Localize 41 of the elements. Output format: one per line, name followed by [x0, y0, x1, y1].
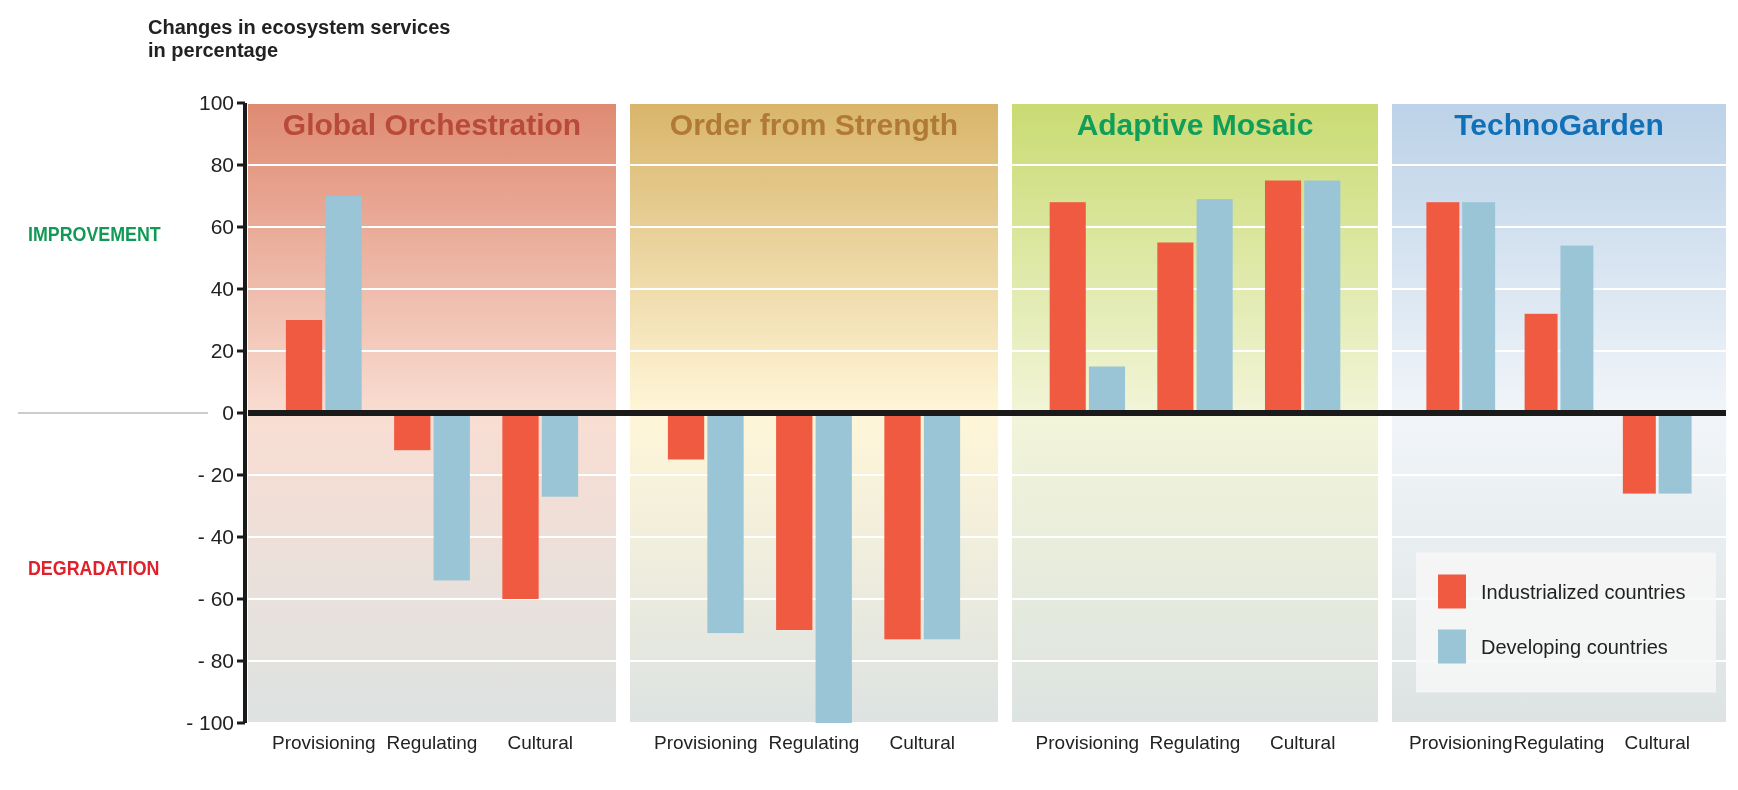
bar	[1622, 413, 1656, 494]
bar	[1462, 202, 1496, 413]
bar	[502, 413, 539, 599]
y-tick-label: 0	[222, 401, 234, 425]
bar	[394, 413, 431, 451]
y-tick-label: - 80	[197, 649, 234, 673]
y-tick-label: - 100	[186, 711, 234, 735]
bar	[1426, 202, 1460, 413]
text: DEGRADATION	[28, 555, 160, 580]
y-tick-label: 100	[198, 91, 234, 115]
bar	[1196, 199, 1233, 413]
bar	[433, 413, 470, 581]
bar	[325, 196, 362, 413]
bar	[285, 320, 323, 413]
y-tick-label: - 40	[197, 525, 234, 549]
y-tick-label: 60	[210, 215, 234, 239]
bar	[1304, 180, 1341, 413]
bar	[1088, 366, 1126, 413]
bar	[1157, 242, 1194, 413]
x-tick-label: Provisioning	[272, 732, 376, 753]
bar	[1560, 245, 1594, 413]
bar	[541, 413, 579, 497]
chart-title: Adaptive Mosaic	[1076, 108, 1314, 141]
x-tick-label: Cultural	[507, 732, 573, 753]
y-tick-label: 40	[210, 277, 234, 301]
bar	[1264, 180, 1302, 413]
chart-title: Order from Strength	[669, 108, 959, 141]
bar	[1658, 413, 1692, 494]
y-tick-label: 80	[210, 153, 234, 177]
x-tick-label: Regulating	[386, 732, 478, 753]
y-tick-label: - 60	[197, 587, 234, 611]
chart-title: TechnoGarden	[1454, 108, 1664, 141]
legend-label: Developing countries	[1481, 635, 1668, 658]
y-tick-label: 20	[210, 339, 234, 363]
y-tick-label: - 20	[197, 463, 234, 487]
chart-title: Global Orchestration	[282, 108, 582, 141]
text: IMPROVEMENT	[28, 221, 161, 245]
legend-label: Industrialized countries	[1481, 580, 1686, 603]
bar	[1049, 202, 1086, 413]
bar	[1524, 313, 1558, 413]
y-axis-title: Changes in ecosystem services in percentage	[148, 16, 451, 61]
